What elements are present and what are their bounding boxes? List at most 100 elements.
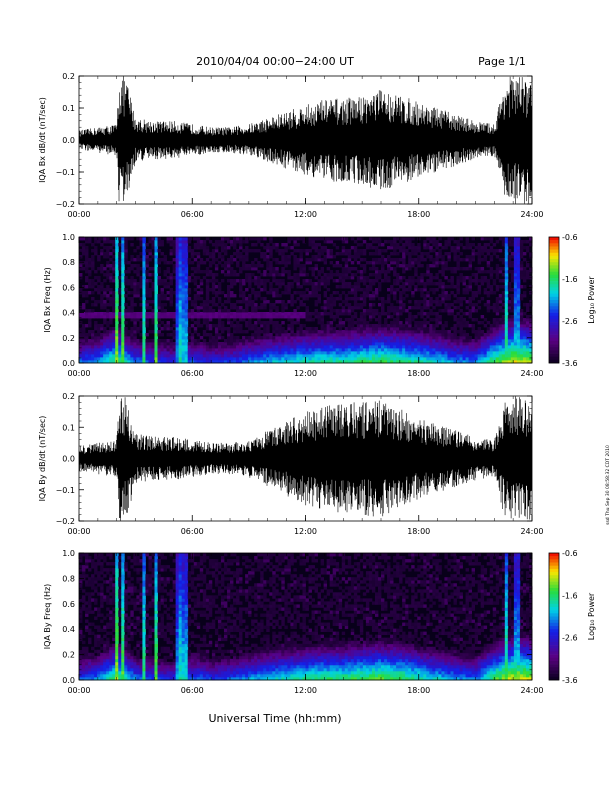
spectrogram-cell bbox=[420, 348, 424, 352]
spectrogram-cell bbox=[423, 330, 427, 334]
spectrogram-cell bbox=[263, 306, 267, 310]
spectrogram-cell bbox=[130, 342, 134, 346]
spectrogram-cell bbox=[477, 270, 482, 274]
spectrogram-cell bbox=[368, 246, 373, 250]
spectrogram-cell bbox=[447, 237, 451, 241]
spectrogram-cell bbox=[377, 342, 382, 346]
spectrogram-cell bbox=[453, 345, 457, 349]
spectrogram-cell bbox=[166, 276, 170, 280]
spectrogram-cell bbox=[148, 252, 152, 256]
spectrogram-cell bbox=[196, 291, 201, 295]
spectrogram-cell bbox=[278, 279, 282, 283]
spectrogram-cell bbox=[239, 282, 243, 286]
spectrogram-cell bbox=[396, 261, 400, 265]
spectrogram-cell bbox=[374, 327, 379, 331]
spectrogram-cell bbox=[441, 255, 445, 259]
spectrogram-cell bbox=[311, 345, 315, 349]
spectrogram-cell bbox=[97, 327, 101, 331]
spectrogram-cell bbox=[175, 264, 180, 268]
colorbar-segment bbox=[549, 328, 559, 332]
spectrogram-cell bbox=[371, 354, 376, 358]
spectrogram-cell bbox=[317, 243, 321, 247]
spectrogram-cell bbox=[353, 258, 358, 262]
spectrogram-cell bbox=[399, 300, 403, 304]
spectrogram-cell bbox=[501, 285, 506, 289]
spectrogram-cell bbox=[112, 354, 116, 358]
spectrogram-cell bbox=[88, 607, 92, 611]
spectrogram-cell bbox=[184, 357, 189, 361]
spectrogram-cell bbox=[85, 664, 89, 669]
spectrogram-cell bbox=[347, 270, 352, 274]
spectrogram-cell bbox=[172, 240, 177, 244]
spectrogram-cell bbox=[417, 264, 421, 268]
spectrogram-cell bbox=[516, 276, 521, 280]
spectrogram-cell bbox=[85, 315, 89, 319]
spectrogram-cell bbox=[266, 327, 270, 331]
spectrogram-cell bbox=[396, 309, 400, 313]
spectrogram-cell bbox=[438, 348, 442, 352]
spectrogram-cell bbox=[115, 345, 119, 349]
spectrogram-cell bbox=[287, 300, 291, 304]
spectrogram-cell bbox=[399, 351, 403, 355]
spectrogram-cell bbox=[254, 264, 258, 268]
spectrogram-cell bbox=[411, 357, 415, 361]
spectrogram-cell bbox=[402, 336, 406, 340]
spectrogram-cell bbox=[82, 658, 86, 663]
spectrogram-cell bbox=[387, 357, 391, 361]
spectrogram-cell bbox=[133, 330, 137, 334]
spectrogram-cell bbox=[414, 360, 418, 364]
spectrogram-cell bbox=[459, 345, 463, 349]
spectrogram-cell bbox=[471, 351, 476, 355]
spectrogram-cell bbox=[474, 276, 479, 280]
spectrogram-cell bbox=[408, 258, 412, 262]
spectrogram-cell bbox=[287, 345, 291, 349]
spectrogram-cell bbox=[423, 357, 427, 361]
spectrogram-cell bbox=[287, 318, 291, 322]
spectrogram-cell bbox=[290, 318, 294, 322]
spectrogram-cell bbox=[187, 315, 192, 319]
spectrogram-cell bbox=[495, 336, 500, 340]
spectrogram-cell bbox=[504, 240, 509, 244]
spectrogram-cell bbox=[251, 345, 255, 349]
spectrogram-cell bbox=[142, 258, 146, 262]
spectrogram-cell bbox=[214, 249, 219, 253]
spectrogram-cell bbox=[208, 279, 213, 283]
spectrogram-cell bbox=[353, 315, 358, 319]
spectrogram-cell bbox=[181, 279, 186, 283]
spectrogram-cell bbox=[393, 327, 397, 331]
spectrogram-cell bbox=[420, 252, 424, 256]
spectrogram-cell bbox=[169, 333, 174, 337]
spectrogram-cell bbox=[447, 255, 451, 259]
spectrogram-cell bbox=[368, 345, 373, 349]
spectrogram-cell bbox=[468, 285, 472, 289]
spectrogram-cell bbox=[414, 288, 418, 292]
spectrogram-cell bbox=[181, 315, 186, 319]
spectrogram-cell bbox=[88, 351, 92, 355]
spectrogram-cell bbox=[438, 345, 442, 349]
spectrogram-cell bbox=[248, 282, 252, 286]
spectrogram-cell bbox=[426, 348, 430, 352]
spectrogram-cell bbox=[178, 285, 183, 289]
spectrogram-cell bbox=[166, 354, 170, 358]
spectrogram-cell bbox=[453, 267, 457, 271]
spectrogram-cell bbox=[154, 303, 158, 307]
spectrogram-cell bbox=[251, 309, 255, 313]
colorbar-segment bbox=[549, 303, 559, 307]
spectrogram-cell bbox=[435, 324, 439, 328]
spectrogram-cell bbox=[272, 258, 276, 262]
spectrogram-cell bbox=[91, 285, 95, 289]
colorbar-segment bbox=[549, 312, 559, 317]
spectrogram-cell bbox=[347, 321, 352, 325]
spectrogram-cell bbox=[281, 258, 285, 262]
spectrogram-cell bbox=[260, 237, 264, 241]
spectrogram-cell bbox=[405, 348, 409, 352]
spectrogram-cell bbox=[320, 306, 325, 310]
spectrogram-cell bbox=[109, 327, 113, 331]
spectrogram-cell bbox=[486, 321, 491, 325]
spectrogram-cell bbox=[495, 303, 500, 307]
spectrogram-cell bbox=[402, 258, 406, 262]
spectrogram-cell bbox=[254, 258, 258, 262]
spectrogram-cell bbox=[175, 240, 180, 244]
spectrogram-cell bbox=[302, 348, 306, 352]
spectrogram-cell bbox=[85, 667, 89, 672]
